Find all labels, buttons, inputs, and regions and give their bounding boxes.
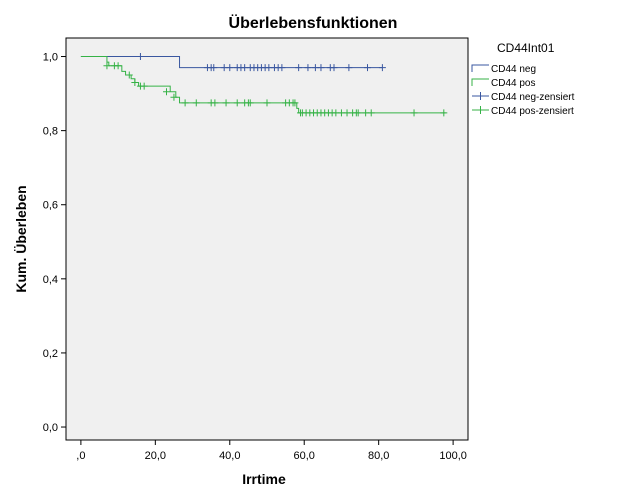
legend-label: CD44 pos-zensiert (491, 106, 574, 117)
censor-mark-cd44-pos (114, 62, 122, 70)
censor-mark-cd44-neg (278, 64, 286, 72)
censor-mark-cd44-pos (291, 99, 299, 107)
legend-entry: CD44 neg (471, 64, 536, 75)
censor-mark-cd44-pos (131, 78, 139, 86)
censor-mark-cd44-pos (246, 99, 254, 107)
x-tick-label: 20,0 (145, 450, 166, 462)
censor-mark-cd44-neg (378, 64, 386, 72)
x-tick-label: 100,0 (439, 450, 467, 462)
legend-label: CD44 pos (491, 78, 535, 89)
legend: CD44Int01 CD44 neg CD44 pos CD44 neg-zensi… (471, 41, 575, 117)
censor-mark-cd44-neg (364, 64, 371, 72)
censor-mark-cd44-neg (136, 53, 144, 61)
y-tick-label: 0,2 (43, 348, 58, 360)
censor-mark-cd44-pos (181, 99, 189, 107)
x-axis: ,0 20,0 40,0 60,0 80,0 100,0 (76, 440, 467, 462)
legend-entry: CD44 neg-zensiert (472, 92, 575, 103)
censor-mark-cd44-pos (211, 99, 219, 107)
legend-title: CD44Int01 (497, 41, 555, 55)
series-layer (80, 53, 448, 117)
censor-mark-cd44-pos (233, 99, 241, 107)
censor-mark-cd44-pos (163, 88, 170, 96)
censor-mark-cd44-neg (295, 64, 303, 72)
chart-title: Überlebensfunktionen (229, 13, 398, 32)
x-tick-label: 80,0 (368, 450, 389, 462)
censor-mark-cd44-pos (410, 109, 418, 117)
y-tick-label: 0,6 (43, 200, 58, 212)
censor-mark-cd44-pos (263, 99, 271, 107)
censor-mark-cd44-pos (192, 99, 200, 107)
legend-swatch-plus (472, 106, 489, 114)
legend-entry: CD44 pos (471, 78, 535, 89)
y-tick-label: 0,0 (43, 422, 58, 434)
censor-mark-cd44-pos (354, 109, 362, 117)
y-tick-label: 1,0 (43, 52, 58, 64)
censor-mark-cd44-neg (317, 64, 325, 72)
legend-swatch-plus (472, 92, 489, 100)
censor-mark-cd44-pos (222, 99, 230, 107)
censor-mark-cd44-neg (345, 64, 353, 72)
y-axis: 0,0 0,2 0,4 0,6 0,8 1,0 (43, 52, 66, 434)
censor-mark-cd44-neg (226, 64, 234, 72)
censor-mark-cd44-neg (304, 64, 312, 72)
censor-mark-cd44-pos (140, 82, 148, 90)
censor-mark-cd44-pos (170, 93, 178, 101)
censor-mark-cd44-pos (103, 62, 111, 70)
plot-area (65, 37, 469, 441)
x-axis-title: Irrtime (242, 471, 286, 487)
censor-mark-cd44-pos (440, 109, 448, 117)
x-tick-label: 60,0 (294, 450, 315, 462)
censor-mark-cd44-neg (210, 64, 218, 72)
censor-mark-cd44-pos (367, 109, 375, 117)
x-tick-label: ,0 (76, 450, 85, 462)
legend-entry: CD44 pos-zensiert (472, 106, 574, 117)
y-axis-title: Kum. Überleben (13, 185, 29, 292)
censor-mark-cd44-pos (125, 71, 133, 79)
legend-label: CD44 neg (491, 64, 536, 75)
legend-swatch-line (471, 64, 489, 72)
y-tick-label: 0,8 (43, 126, 58, 138)
legend-label: CD44 neg-zensiert (491, 92, 575, 103)
y-tick-label: 0,4 (43, 274, 58, 286)
legend-swatch-line (471, 78, 489, 86)
censor-mark-cd44-neg (330, 64, 338, 72)
x-tick-label: 40,0 (219, 450, 240, 462)
